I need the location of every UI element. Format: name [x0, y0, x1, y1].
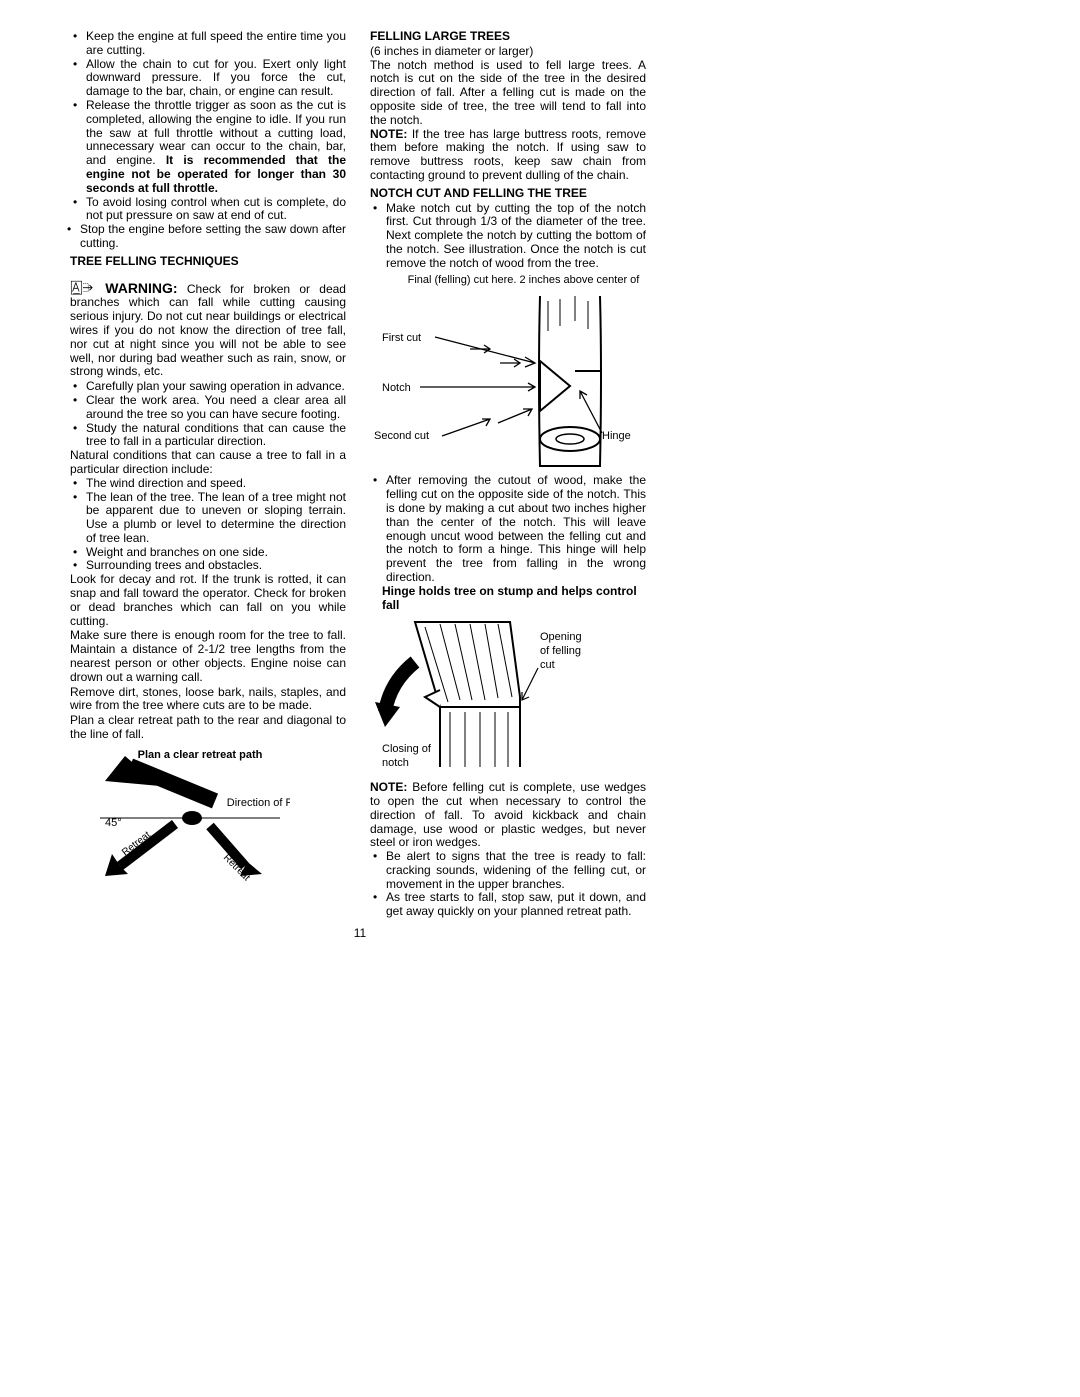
- note-wedges: NOTE: Before felling cut is complete, us…: [370, 781, 646, 850]
- closing-label-2: notch: [382, 757, 409, 769]
- page-number: 11: [60, 927, 660, 941]
- bullet: Clear the work area. You need a clear ar…: [70, 394, 346, 422]
- warning-label: WARNING:: [105, 280, 177, 296]
- opening-label-2: of felling: [540, 645, 581, 657]
- note-buttress: NOTE: If the tree has large buttress roo…: [370, 128, 646, 183]
- hinge-caption: Hinge holds tree on stump and helps cont…: [370, 585, 646, 613]
- para-remove-dirt: Remove dirt, stones, loose bark, nails, …: [70, 686, 346, 714]
- bullet: Keep the engine at full speed the entire…: [70, 30, 346, 58]
- second-cut-label: Second cut: [374, 430, 429, 442]
- first-cut-label: First cut: [382, 332, 421, 344]
- hinge-label: Hinge: [602, 430, 631, 442]
- bullet: Release the throttle trigger as soon as …: [70, 99, 346, 196]
- bullet: Make notch cut by cutting the top of the…: [370, 202, 646, 271]
- bullet: The lean of the tree. The lean of a tree…: [70, 491, 346, 546]
- right-bullets-final: Be alert to signs that the tree is ready…: [370, 850, 646, 919]
- para-natural-conditions: Natural conditions that can cause a tree…: [70, 449, 346, 477]
- notch-label: Notch: [382, 382, 411, 394]
- para-notch-method: The notch method is used to fell large t…: [370, 59, 646, 128]
- left-bullets-outer: Stop the engine before setting the saw d…: [70, 223, 346, 251]
- angle-45: 45°: [105, 817, 122, 829]
- dir-of-fall-label: Direction of Fall: [227, 797, 290, 809]
- retreat-diagram: Plan a clear retreat path Direction of F…: [70, 746, 290, 886]
- warning-text: Check for broken or dead branches which …: [70, 282, 346, 379]
- opening-label-3: cut: [540, 659, 555, 671]
- diagram-caption: Plan a clear retreat path: [138, 749, 263, 761]
- heading-notch-cut: NOTCH CUT AND FELLING THE TREE: [370, 187, 646, 201]
- hinge-diagram: Opening of felling cut Closing of notch: [370, 612, 640, 777]
- warning-block: WARNING: Check for broken or dead branch…: [70, 275, 346, 380]
- right-bullet-2: After removing the cutout of wood, make …: [370, 474, 646, 584]
- bullet: The wind direction and speed.: [70, 477, 346, 491]
- para-room: Make sure there is enough room for the t…: [70, 629, 346, 684]
- bullet: As tree starts to fall, stop saw, put it…: [370, 891, 646, 919]
- bullet: Carefully plan your sawing operation in …: [70, 380, 346, 394]
- left-bullets-1: Keep the engine at full speed the entire…: [70, 30, 346, 223]
- fig-caption-top: Final (felling) cut here. 2 inches above…: [408, 274, 640, 286]
- bullet: Weight and branches on one side.: [70, 546, 346, 560]
- heading-felling-techniques: TREE FELLING TECHNIQUES: [70, 255, 346, 269]
- bullet: After removing the cutout of wood, make …: [370, 474, 646, 584]
- bullet: Surrounding trees and obstacles.: [70, 559, 346, 573]
- left-column: Keep the engine at full speed the entire…: [70, 30, 346, 919]
- right-bullet-1: Make notch cut by cutting the top of the…: [370, 202, 646, 271]
- closing-label-1: Closing of: [382, 743, 432, 755]
- warning-icon: [70, 278, 96, 296]
- para-decay: Look for decay and rot. If the trunk is …: [70, 573, 346, 628]
- bullet: Be alert to signs that the tree is ready…: [370, 850, 646, 891]
- right-column: FELLING LARGE TREES (6 inches in diamete…: [370, 30, 646, 919]
- heading-felling-large-trees: FELLING LARGE TREES: [370, 30, 646, 44]
- notch-cut-diagram: Final (felling) cut here. 2 inches above…: [370, 271, 640, 471]
- bullet: Allow the chain to cut for you. Exert on…: [70, 58, 346, 99]
- para-retreat: Plan a clear retreat path to the rear an…: [70, 714, 346, 742]
- opening-label-1: Opening: [540, 631, 582, 643]
- left-bullets-2: Carefully plan your sawing operation in …: [70, 380, 346, 449]
- bullet: Stop the engine before setting the saw d…: [70, 223, 346, 251]
- bullet: To avoid losing control when cut is comp…: [70, 196, 346, 224]
- sub-6inches: (6 inches in diameter or larger): [370, 45, 646, 59]
- bullet: Study the natural conditions that can ca…: [70, 422, 346, 450]
- left-bullets-3: The wind direction and speed. The lean o…: [70, 477, 346, 574]
